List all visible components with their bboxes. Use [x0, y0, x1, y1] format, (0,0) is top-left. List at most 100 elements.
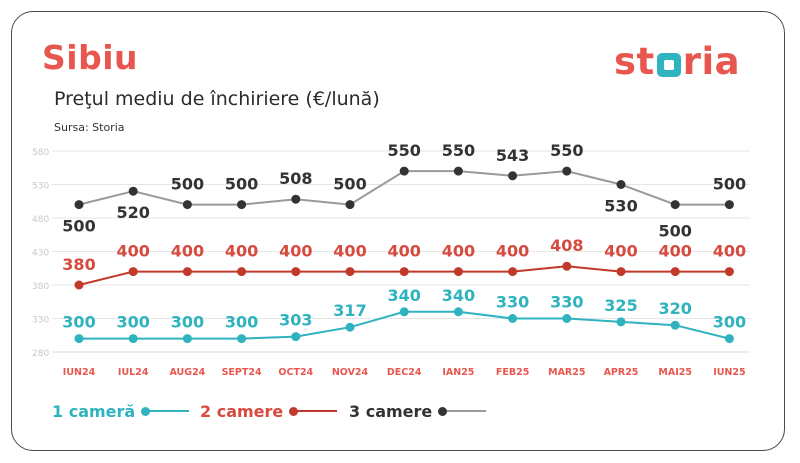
- data-point: [291, 332, 301, 342]
- data-label: 325: [604, 296, 637, 315]
- data-point: [399, 267, 409, 277]
- data-label: 550: [387, 141, 420, 160]
- legend-marker-2-camere: [289, 406, 299, 416]
- data-point: [724, 200, 734, 210]
- data-point: [562, 314, 572, 323]
- data-label: 520: [116, 203, 149, 222]
- data-label: 380: [62, 255, 95, 274]
- data-label: 400: [658, 242, 691, 261]
- data-label: 500: [333, 175, 366, 194]
- data-point: [291, 267, 301, 277]
- data-point: [128, 186, 138, 196]
- data-label: 330: [550, 293, 583, 312]
- data-label: 500: [62, 217, 95, 236]
- data-point: [453, 166, 463, 176]
- data-label: 543: [496, 146, 529, 165]
- data-point: [670, 320, 680, 330]
- data-label: 300: [225, 313, 258, 332]
- data-point: [508, 171, 518, 181]
- legend-swatch-1-camera: [141, 406, 190, 416]
- data-label: 300: [713, 313, 746, 332]
- data-point: [724, 267, 734, 277]
- data-label: 400: [604, 242, 637, 261]
- chart-card: [11, 11, 785, 451]
- data-point: [74, 280, 84, 290]
- data-label: 530: [604, 197, 637, 216]
- legend-swatch-2-camere: [289, 406, 338, 416]
- legend-marker-3-camere: [438, 406, 448, 416]
- data-label: 340: [387, 286, 420, 305]
- data-point: [182, 267, 192, 277]
- data-label: 317: [333, 301, 366, 320]
- data-label: 408: [550, 236, 583, 255]
- y-tick-label: 280: [32, 349, 49, 359]
- y-tick-label: 380: [32, 282, 49, 292]
- data-label: 400: [442, 242, 475, 261]
- legend-item-3-camere: 3 camere: [349, 400, 487, 422]
- data-point: [237, 334, 247, 344]
- data-point: [670, 200, 680, 210]
- logo-text-left: st: [614, 40, 655, 83]
- y-tick-label: 580: [32, 148, 49, 158]
- x-tick-label: IUN24: [63, 367, 96, 378]
- x-tick-label: MAR25: [548, 367, 585, 378]
- data-label: 400: [171, 242, 204, 261]
- data-point: [182, 334, 192, 344]
- data-point: [616, 317, 626, 327]
- data-label: 550: [550, 141, 583, 160]
- legend-item-2-camere: 2 camere: [200, 400, 338, 422]
- data-point: [562, 261, 572, 271]
- data-label: 500: [171, 175, 204, 194]
- x-tick-label: NOV24: [332, 367, 369, 378]
- data-point: [562, 166, 572, 176]
- data-label: 330: [496, 293, 529, 312]
- data-point: [670, 267, 680, 277]
- legend-label-2-camere: 2 camere: [200, 401, 284, 421]
- data-point: [508, 314, 518, 323]
- x-tick-label: APR25: [604, 367, 639, 378]
- data-point: [128, 334, 138, 344]
- legend-item-1-camera: 1 cameră: [52, 400, 190, 422]
- legend-swatch-3-camere: [438, 406, 487, 416]
- data-label: 400: [387, 242, 420, 261]
- x-tick-label: OCT24: [278, 367, 313, 378]
- data-point: [616, 180, 626, 189]
- data-point: [237, 200, 247, 210]
- chart-title: Sibiu: [42, 38, 139, 77]
- x-tick-label: MAI25: [658, 367, 692, 378]
- legend-marker-1-camera: [141, 406, 151, 416]
- data-label: 300: [116, 313, 149, 332]
- logo-text-right: ria: [682, 40, 741, 83]
- y-tick-label: 330: [32, 316, 49, 326]
- x-tick-label: DEC24: [387, 367, 422, 378]
- data-label: 500: [713, 175, 746, 194]
- data-point: [399, 166, 409, 176]
- legend-label-3-camere: 3 camere: [349, 401, 433, 421]
- chart-subtitle: Preţul mediu de închiriere (€/lună): [54, 88, 380, 110]
- data-label: 400: [713, 242, 746, 261]
- data-label: 300: [171, 313, 204, 332]
- data-label: 400: [496, 242, 529, 261]
- data-point: [453, 307, 463, 317]
- data-point: [74, 334, 84, 344]
- legend-label-1-camera: 1 cameră: [52, 401, 136, 421]
- data-label: 508: [279, 169, 312, 188]
- source-note: Sursa: Storia: [54, 121, 125, 134]
- x-tick-label: IUN25: [713, 367, 745, 378]
- data-label: 300: [62, 313, 95, 332]
- data-label: 303: [279, 311, 312, 330]
- logo-o-mark: [656, 52, 681, 77]
- data-point: [508, 267, 518, 277]
- data-label: 500: [658, 222, 691, 241]
- data-label: 550: [442, 141, 475, 160]
- x-tick-label: IUL24: [118, 367, 149, 378]
- data-label: 500: [225, 175, 258, 194]
- data-point: [724, 334, 734, 344]
- y-tick-label: 480: [32, 215, 49, 225]
- data-point: [345, 267, 355, 277]
- data-point: [399, 307, 409, 317]
- data-point: [237, 267, 247, 277]
- data-label: 400: [225, 242, 258, 261]
- y-tick-label: 430: [32, 249, 49, 259]
